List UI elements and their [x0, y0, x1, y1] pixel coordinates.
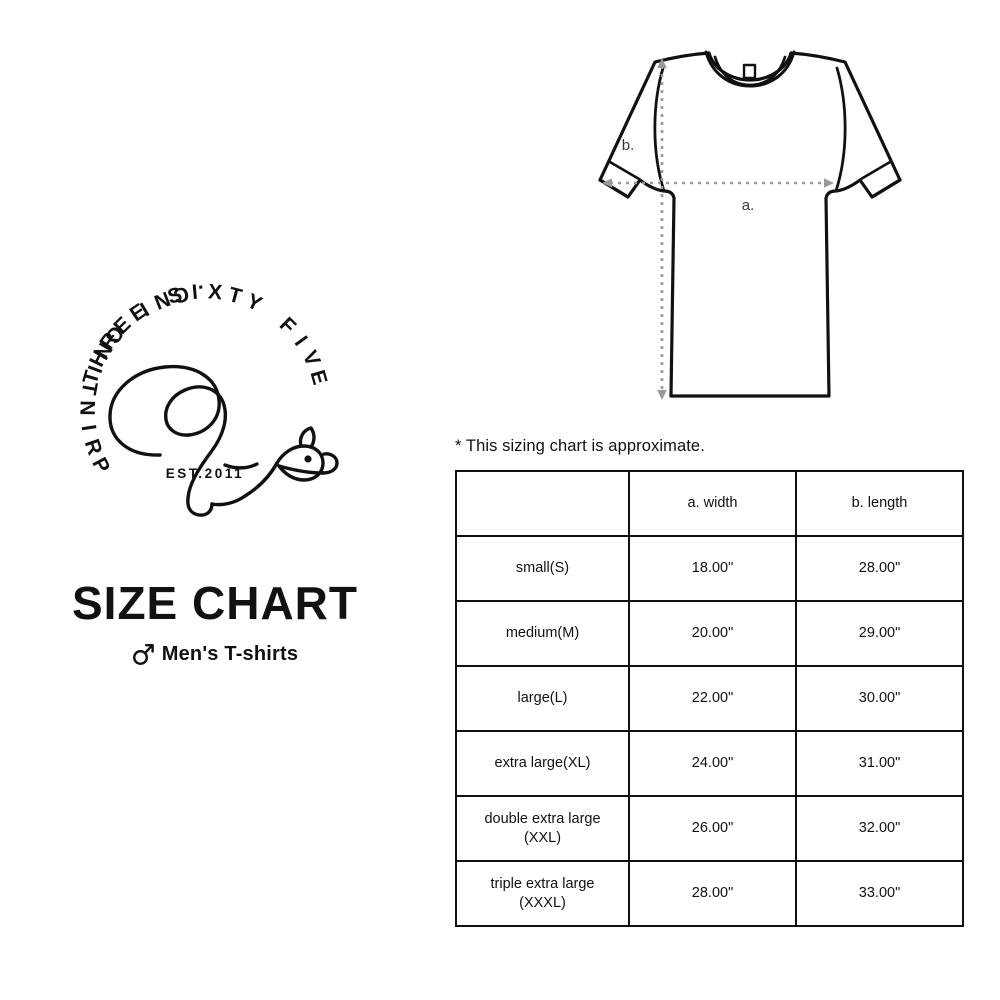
- width-value-cell: 20.00": [628, 600, 797, 667]
- size-label-cell: double extra large (XXL): [455, 795, 630, 862]
- male-gender-icon: [132, 642, 154, 666]
- length-value-cell: 29.00": [795, 600, 964, 667]
- length-value-cell: 31.00": [795, 730, 964, 797]
- table-header-row: a. width b. length: [455, 470, 964, 537]
- length-value-cell: 30.00": [795, 665, 964, 732]
- measurement-arrowheads: [602, 58, 834, 400]
- svg-text:E: E: [305, 368, 331, 388]
- svg-text:X: X: [207, 280, 223, 304]
- svg-text:I: I: [290, 332, 312, 350]
- svg-text:I: I: [191, 281, 199, 304]
- svg-text:R: R: [80, 436, 107, 458]
- width-value-cell: 22.00": [628, 665, 797, 732]
- svg-text:I: I: [77, 423, 101, 432]
- width-value-cell: 28.00": [628, 860, 797, 927]
- svg-text:C: C: [171, 282, 191, 308]
- table-row: medium(M) 20.00" 29.00": [455, 600, 964, 667]
- width-value-cell: 24.00": [628, 730, 797, 797]
- established-text: EST.2011: [165, 466, 245, 481]
- measurement-guides: [610, 66, 826, 392]
- svg-text:.: .: [198, 280, 205, 303]
- size-label-cell: small(S): [455, 535, 630, 602]
- table-row: triple extra large (XXXL) 28.00" 33.00": [455, 860, 964, 927]
- size-label-cell: extra large(XL): [455, 730, 630, 797]
- width-value-cell: 18.00": [628, 535, 797, 602]
- size-label-cell: medium(M): [455, 600, 630, 667]
- width-value-cell: 26.00": [628, 795, 797, 862]
- column-header-width: a. width: [628, 470, 797, 537]
- length-value-cell: 33.00": [795, 860, 964, 927]
- svg-text:V: V: [298, 347, 325, 370]
- svg-text:N: N: [75, 400, 98, 416]
- subtitle-row: Men's T-shirts: [40, 642, 390, 666]
- table-row: small(S) 18.00" 28.00": [455, 535, 964, 602]
- size-label-cell: large(L): [455, 665, 630, 732]
- table-row: double extra large (XXL) 26.00" 32.00": [455, 795, 964, 862]
- page-title: SIZE CHART: [72, 577, 358, 629]
- table-row: large(L) 22.00" 30.00": [455, 665, 964, 732]
- svg-text:T: T: [226, 283, 244, 309]
- svg-text:S: S: [165, 283, 184, 309]
- svg-text:Y: Y: [243, 289, 265, 316]
- length-value-cell: 32.00": [795, 795, 964, 862]
- approximate-note: * This sizing chart is approximate.: [455, 437, 705, 455]
- length-dimension-label: b.: [622, 137, 635, 154]
- column-header-size: [455, 470, 630, 537]
- tshirt-front-outline-icon: [598, 50, 902, 398]
- subtitle-text: Men's T-shirts: [161, 642, 299, 665]
- squirrel-icon: [108, 364, 339, 517]
- length-value-cell: 28.00": [795, 535, 964, 602]
- size-table-body: small(S) 18.00" 28.00" medium(M) 20.00" 29.00…: [455, 535, 964, 927]
- column-header-length: b. length: [795, 470, 964, 537]
- svg-text:T: T: [77, 380, 102, 397]
- size-table: a. width b. length small(S) 18.00" 28.00" m…: [455, 470, 964, 927]
- tshirt-diagram: b. a.: [500, 40, 960, 420]
- svg-text:T: T: [79, 368, 105, 387]
- size-label-cell: triple extra large (XXXL): [455, 860, 630, 927]
- svg-text:F: F: [275, 313, 300, 339]
- table-row: extra large(XL) 24.00" 31.00": [455, 730, 964, 797]
- width-dimension-label: a.: [742, 197, 755, 214]
